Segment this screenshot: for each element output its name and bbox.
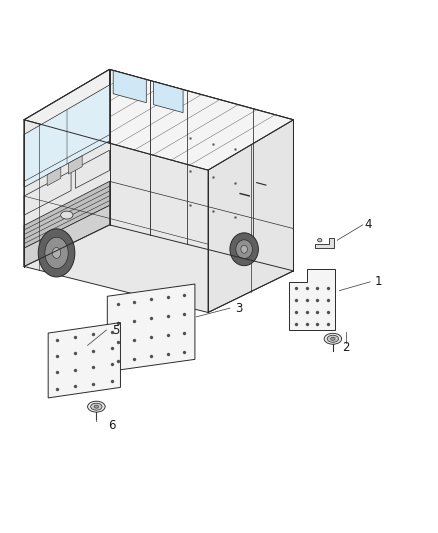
- Text: 4: 4: [364, 219, 372, 231]
- Text: 3: 3: [235, 302, 242, 314]
- Ellipse shape: [94, 405, 99, 408]
- Ellipse shape: [324, 333, 342, 344]
- Ellipse shape: [236, 240, 252, 259]
- Polygon shape: [24, 85, 110, 187]
- Polygon shape: [315, 238, 334, 248]
- Ellipse shape: [38, 229, 75, 277]
- Text: 5: 5: [113, 324, 120, 336]
- Polygon shape: [47, 167, 61, 185]
- Polygon shape: [24, 181, 110, 248]
- Ellipse shape: [331, 337, 335, 340]
- Polygon shape: [154, 82, 183, 112]
- Ellipse shape: [60, 211, 73, 219]
- Text: 6: 6: [108, 418, 116, 432]
- Polygon shape: [107, 284, 195, 372]
- Polygon shape: [24, 205, 110, 266]
- Polygon shape: [208, 120, 293, 312]
- Ellipse shape: [241, 245, 247, 253]
- Polygon shape: [75, 150, 110, 188]
- Ellipse shape: [318, 238, 322, 242]
- Polygon shape: [24, 69, 110, 266]
- Polygon shape: [113, 70, 146, 103]
- Ellipse shape: [327, 335, 339, 342]
- Polygon shape: [48, 322, 120, 398]
- Ellipse shape: [88, 401, 105, 412]
- Polygon shape: [24, 69, 293, 170]
- Polygon shape: [24, 120, 208, 312]
- Ellipse shape: [45, 237, 68, 269]
- Polygon shape: [110, 69, 293, 271]
- Text: 1: 1: [375, 276, 383, 288]
- Ellipse shape: [91, 403, 102, 410]
- Polygon shape: [289, 269, 335, 330]
- Text: 2: 2: [342, 341, 350, 354]
- Ellipse shape: [53, 247, 61, 259]
- Ellipse shape: [230, 233, 258, 265]
- Polygon shape: [24, 171, 71, 215]
- Polygon shape: [68, 156, 82, 174]
